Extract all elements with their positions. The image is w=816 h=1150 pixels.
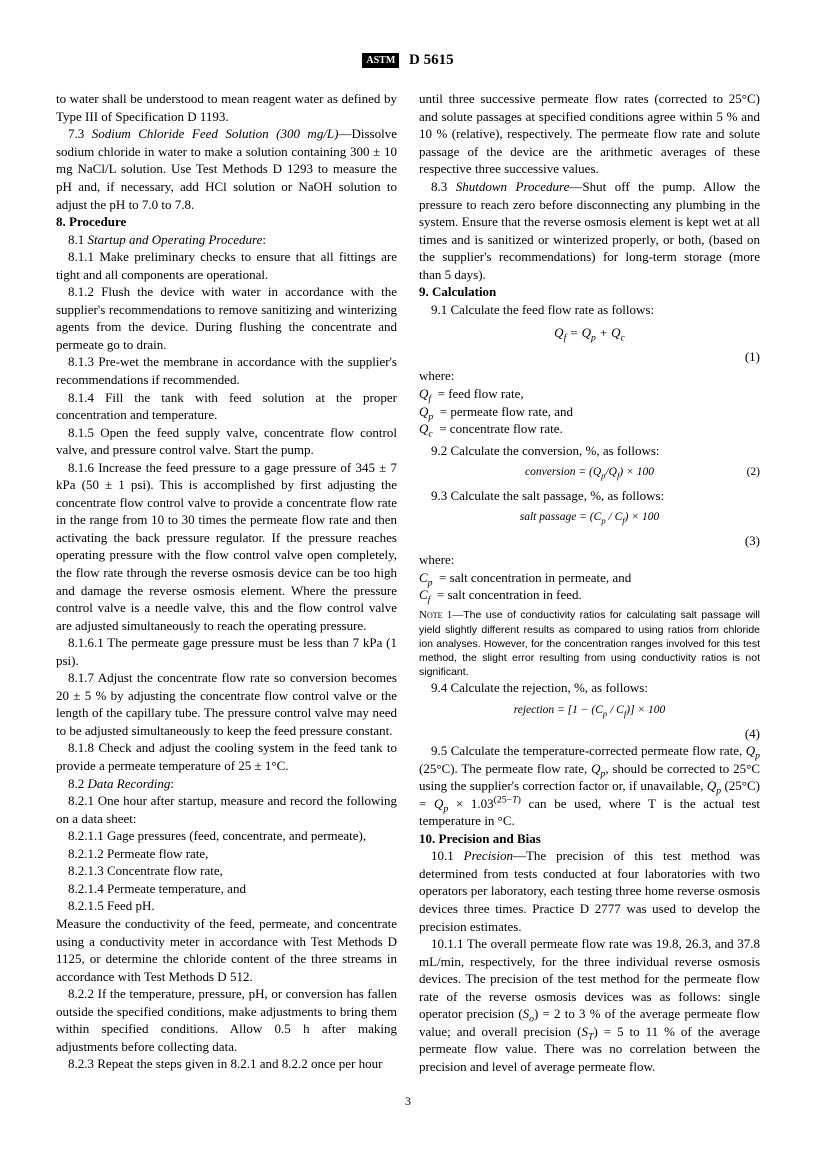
intro-continuation: to water shall be understood to mean rea… bbox=[56, 90, 397, 125]
p-9-4: 9.4 Calculate the rejection, %, as follo… bbox=[419, 679, 760, 697]
p-9-1: 9.1 Calculate the feed flow rate as foll… bbox=[419, 301, 760, 319]
p-8-2-1: 8.2.1 One hour after startup, measure an… bbox=[56, 792, 397, 827]
p-8-2-1-5: 8.2.1.5 Feed pH. bbox=[56, 897, 397, 915]
p-8-1-1: 8.1.1 Make preliminary checks to ensure … bbox=[56, 248, 397, 283]
equation-2: conversion = (Qp/Qf) × 100(2) bbox=[419, 465, 760, 481]
where-list-1: where: Qf = feed flow rate, Qp = permeat… bbox=[419, 367, 760, 437]
p-10-1-1: 10.1.1 The overall permeate flow rate wa… bbox=[419, 935, 760, 1075]
p-8-1-6: 8.1.6 Increase the feed pressure to a ga… bbox=[56, 459, 397, 634]
p-8-2-1-3: 8.2.1.3 Concentrate flow rate, bbox=[56, 862, 397, 880]
equation-3: salt passage = (Cp / Cf) × 100 bbox=[419, 510, 760, 526]
p-8-1: 8.1 Startup and Operating Procedure: bbox=[56, 231, 397, 249]
section-9-title: 9. Calculation bbox=[419, 283, 760, 301]
equation-1: Qf = Qp + Qc bbox=[419, 324, 760, 342]
note-1: Note 1—The use of conductivity ratios fo… bbox=[419, 608, 760, 680]
p-8-2-1-4: 8.2.1.4 Permeate temperature, and bbox=[56, 880, 397, 898]
p-8-1-3: 8.1.3 Pre-wet the membrane in accordance… bbox=[56, 353, 397, 388]
p-8-1-7: 8.1.7 Adjust the concentrate flow rate s… bbox=[56, 669, 397, 739]
p-8-2-2: 8.2.2 If the temperature, pressure, pH, … bbox=[56, 985, 397, 1055]
p-8-2-conductivity: Measure the conductivity of the feed, pe… bbox=[56, 915, 397, 985]
astm-logo: ASTM bbox=[362, 53, 399, 69]
p-8-1-8: 8.1.8 Check and adjust the cooling syste… bbox=[56, 739, 397, 774]
eq4-num: (4) bbox=[745, 725, 760, 743]
p-10-1: 10.1 Precision—The precision of this tes… bbox=[419, 847, 760, 935]
section-8-title: 8. Procedure bbox=[56, 213, 397, 231]
section-10-title: 10. Precision and Bias bbox=[419, 830, 760, 848]
p-8-1-5: 8.1.5 Open the feed supply valve, concen… bbox=[56, 424, 397, 459]
p-9-5: 9.5 Calculate the temperature-corrected … bbox=[419, 742, 760, 830]
p-9-3: 9.3 Calculate the salt passage, %, as fo… bbox=[419, 487, 760, 505]
page-number: 3 bbox=[56, 1093, 760, 1109]
body-columns: to water shall be understood to mean rea… bbox=[56, 90, 760, 1075]
p-8-2: 8.2 Data Recording: bbox=[56, 775, 397, 793]
p-8-2-1-1: 8.2.1.1 Gage pressures (feed, concentrat… bbox=[56, 827, 397, 845]
right-continuation: until three successive permeate flow rat… bbox=[419, 90, 760, 178]
p-9-2: 9.2 Calculate the conversion, %, as foll… bbox=[419, 442, 760, 460]
p-8-3: 8.3 Shutdown Procedure—Shut off the pump… bbox=[419, 178, 760, 283]
p-7-3: 7.3 Sodium Chloride Feed Solution (300 m… bbox=[56, 125, 397, 213]
eq1-num: (1) bbox=[745, 348, 760, 366]
equation-4: rejection = [1 − (Cp / Cf)] × 100 bbox=[419, 703, 760, 719]
standard-code: D 5615 bbox=[409, 52, 454, 68]
p-8-1-4: 8.1.4 Fill the tank with feed solution a… bbox=[56, 389, 397, 424]
where-list-2: where: Cp = salt concentration in permea… bbox=[419, 551, 760, 604]
p-8-2-1-2: 8.2.1.2 Permeate flow rate, bbox=[56, 845, 397, 863]
p-8-1-2: 8.1.2 Flush the device with water in acc… bbox=[56, 283, 397, 353]
p-8-1-6-1: 8.1.6.1 The permeate gage pressure must … bbox=[56, 634, 397, 669]
p-8-2-3: 8.2.3 Repeat the steps given in 8.2.1 an… bbox=[56, 1055, 397, 1073]
page-header: ASTM D 5615 bbox=[56, 50, 760, 70]
eq3-num: (3) bbox=[745, 532, 760, 550]
